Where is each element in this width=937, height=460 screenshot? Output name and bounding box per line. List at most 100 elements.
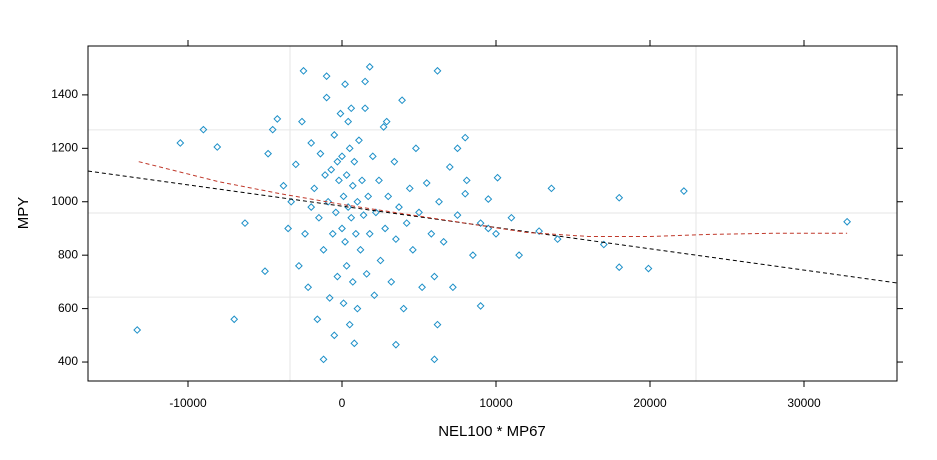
point bbox=[615, 263, 624, 272]
point bbox=[213, 143, 222, 151]
point bbox=[412, 144, 420, 153]
point bbox=[339, 299, 348, 308]
point bbox=[284, 224, 293, 233]
point bbox=[415, 208, 423, 217]
point bbox=[448, 283, 457, 292]
point bbox=[279, 181, 288, 190]
point bbox=[493, 173, 502, 182]
point bbox=[361, 104, 370, 113]
point bbox=[399, 304, 408, 313]
y-tick-label: 1000 bbox=[51, 194, 78, 208]
point bbox=[313, 315, 322, 324]
point bbox=[355, 136, 363, 145]
x-tick-label: 0 bbox=[339, 396, 346, 410]
point bbox=[319, 355, 328, 364]
x-tick-label: 20000 bbox=[633, 396, 667, 410]
y-tick-label: 600 bbox=[58, 301, 78, 315]
point bbox=[268, 125, 277, 134]
point bbox=[307, 203, 316, 211]
point bbox=[335, 176, 343, 185]
point bbox=[384, 192, 393, 201]
point bbox=[331, 208, 340, 217]
point bbox=[418, 283, 426, 292]
point bbox=[476, 219, 485, 228]
y-tick-label: 1400 bbox=[51, 87, 78, 101]
point bbox=[379, 123, 388, 131]
point bbox=[599, 240, 608, 249]
point bbox=[319, 245, 328, 254]
y-tick-label: 400 bbox=[58, 354, 78, 368]
point bbox=[350, 339, 359, 348]
point bbox=[402, 219, 411, 228]
point bbox=[330, 131, 339, 139]
point bbox=[361, 77, 370, 86]
point bbox=[298, 117, 306, 126]
point bbox=[294, 261, 303, 270]
point bbox=[273, 115, 282, 123]
point bbox=[365, 62, 374, 71]
point bbox=[430, 272, 439, 281]
point bbox=[333, 272, 342, 281]
point bbox=[348, 181, 357, 190]
point bbox=[325, 294, 334, 302]
point bbox=[230, 315, 239, 324]
point bbox=[328, 229, 337, 238]
point bbox=[345, 144, 354, 153]
point bbox=[324, 197, 333, 206]
point bbox=[327, 165, 336, 174]
point bbox=[371, 208, 380, 217]
point bbox=[347, 213, 356, 222]
point bbox=[427, 229, 436, 238]
point bbox=[391, 235, 400, 244]
point bbox=[405, 184, 414, 193]
point bbox=[322, 72, 331, 81]
trend-line bbox=[138, 161, 848, 237]
point bbox=[261, 267, 269, 276]
point bbox=[547, 184, 556, 193]
point bbox=[342, 171, 351, 179]
point bbox=[176, 139, 185, 147]
point bbox=[291, 160, 300, 169]
point bbox=[381, 224, 390, 233]
point bbox=[344, 203, 353, 211]
point bbox=[430, 355, 439, 364]
point bbox=[316, 149, 325, 158]
point bbox=[376, 256, 385, 265]
point bbox=[398, 96, 406, 105]
point bbox=[433, 66, 442, 75]
point bbox=[353, 304, 362, 313]
point bbox=[395, 203, 403, 211]
point bbox=[287, 197, 296, 206]
point bbox=[339, 192, 348, 201]
point bbox=[365, 229, 374, 238]
point bbox=[345, 320, 354, 329]
point bbox=[341, 237, 349, 246]
point bbox=[515, 251, 524, 260]
point bbox=[843, 217, 852, 226]
point bbox=[461, 189, 470, 198]
point bbox=[347, 104, 356, 113]
point bbox=[679, 187, 688, 195]
point bbox=[322, 93, 331, 102]
point bbox=[615, 193, 624, 202]
point bbox=[199, 125, 208, 134]
x-axis-title: NEL100 * MP67 bbox=[438, 423, 546, 440]
point bbox=[341, 80, 349, 89]
point bbox=[422, 179, 431, 187]
point bbox=[362, 269, 371, 278]
point bbox=[408, 245, 417, 254]
point bbox=[433, 320, 442, 329]
point bbox=[535, 227, 544, 236]
point bbox=[368, 152, 377, 161]
y-tick-label: 800 bbox=[58, 247, 78, 261]
point bbox=[445, 163, 454, 171]
point bbox=[338, 224, 346, 233]
y-tick-label: 1200 bbox=[51, 140, 78, 154]
point bbox=[391, 340, 400, 349]
point bbox=[350, 157, 359, 166]
point bbox=[507, 213, 516, 222]
x-tick-label: -10000 bbox=[169, 396, 207, 410]
point bbox=[348, 277, 357, 286]
point bbox=[333, 157, 342, 166]
